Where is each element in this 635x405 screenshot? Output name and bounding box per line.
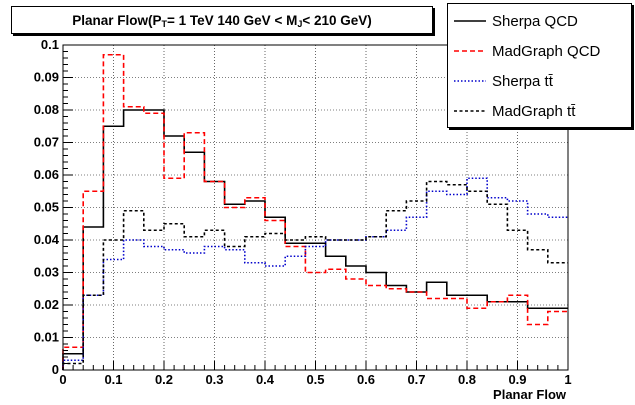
y-tick-label: 0 — [52, 362, 59, 377]
y-tick-label: 0.09 — [34, 70, 59, 85]
legend-swatch-madgraph-ttbar — [454, 110, 486, 112]
x-tick-label: 0.7 — [407, 372, 425, 387]
legend: Sherpa QCD MadGraph QCD Sherpa tt̄ MadGr… — [447, 3, 632, 128]
legend-item-sherpa-ttbar: Sherpa tt̄ — [448, 66, 631, 96]
axes: 0 0.1 0.2 0.3 0.4 0.5 0.6 0.7 0.8 0.9 1 0 0.01 0.02 0.… — [34, 37, 572, 387]
series-line-0 — [62, 109, 568, 370]
histogram-series — [62, 53, 568, 370]
legend-label-sherpa-qcd: Sherpa QCD — [492, 13, 578, 30]
series-line-1 — [62, 53, 568, 370]
legend-item-madgraph-ttbar: MadGraph tt̄ — [448, 96, 631, 126]
series-line-3 — [62, 180, 568, 370]
legend-item-sherpa-qcd: Sherpa QCD — [448, 6, 631, 36]
x-tick-label: 0 — [59, 372, 66, 387]
x-tick-label: 0.2 — [155, 372, 173, 387]
legend-swatch-madgraph-qcd — [454, 50, 486, 52]
chart-title-prefix: Planar Flow(P — [72, 12, 162, 28]
legend-swatch-sherpa-qcd — [454, 20, 486, 22]
y-tick-label: 0.04 — [34, 232, 60, 247]
x-tick-label: 0.8 — [458, 372, 476, 387]
x-tick-label: 0.4 — [256, 372, 275, 387]
x-tick-label: 0.6 — [357, 372, 375, 387]
y-tick-label: 0.02 — [34, 297, 59, 312]
legend-item-madgraph-qcd: MadGraph QCD — [448, 36, 631, 66]
y-tick-label: 0.06 — [34, 167, 59, 182]
y-tick-label: 0.05 — [34, 200, 59, 215]
y-tick-label: 0.1 — [41, 37, 59, 52]
x-tick-label: 0.5 — [306, 372, 324, 387]
x-tick-label: 0.1 — [104, 372, 122, 387]
chart-title-suffix: < 210 GeV) — [302, 12, 372, 28]
y-tick-label: 0.01 — [34, 330, 59, 345]
legend-label-madgraph-ttbar: MadGraph tt̄ — [492, 103, 576, 120]
chart-title-pt-subscript: T — [161, 19, 168, 29]
x-tick-label: 1 — [564, 372, 571, 387]
legend-label-sherpa-ttbar: Sherpa tt̄ — [492, 73, 553, 90]
chart-title-middle: = 1 TeV 140 GeV < M — [167, 12, 298, 28]
y-tick-label: 0.03 — [34, 265, 59, 280]
legend-swatch-sherpa-ttbar — [454, 80, 486, 82]
x-tick-label: 0.3 — [205, 372, 223, 387]
y-tick-label: 0.08 — [34, 102, 59, 117]
x-axis-title: Planar Flow — [493, 387, 567, 402]
chart-title-mj-subscript: J — [297, 19, 303, 29]
x-tick-label: 0.9 — [508, 372, 526, 387]
y-tick-label: 0.07 — [34, 135, 59, 150]
legend-label-madgraph-qcd: MadGraph QCD — [492, 43, 601, 60]
